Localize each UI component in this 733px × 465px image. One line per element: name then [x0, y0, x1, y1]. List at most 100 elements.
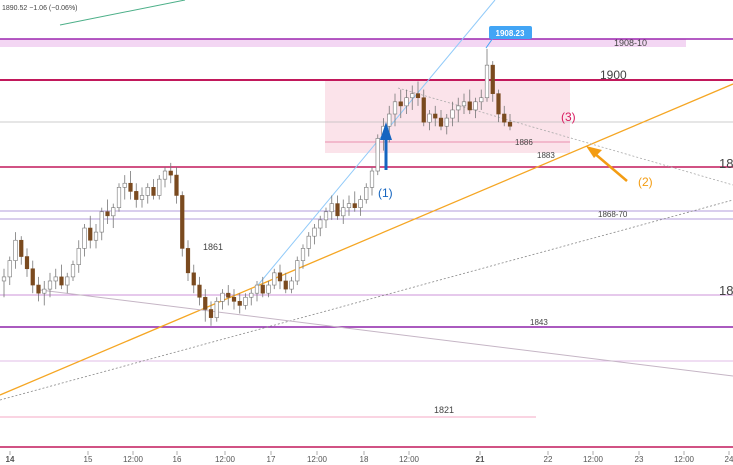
candle-body	[266, 284, 271, 294]
candle-body	[76, 248, 81, 265]
candle-body	[329, 203, 334, 213]
candle-body	[151, 187, 156, 196]
annotations: 1908.23 (1) (2) (3)	[378, 26, 653, 200]
candle-body	[369, 170, 375, 188]
candle-body	[88, 227, 93, 241]
x-tick-label: 23	[635, 455, 644, 464]
symbol-header: 1890.52 −1.06 (−0.06%)	[2, 5, 78, 12]
level-labels: 1908-10 1900 1886 1883 1868-70 1861 1843 1821 18…	[203, 38, 733, 415]
candle-body	[438, 117, 444, 127]
candle-body	[231, 296, 237, 302]
candle-body	[157, 178, 162, 196]
candle-body	[65, 276, 70, 286]
x-tick-label: 12:00	[123, 455, 144, 464]
candle-body	[249, 292, 254, 298]
price-label: 1908-10	[614, 38, 647, 48]
candle-body	[484, 64, 490, 99]
candle-body	[277, 272, 283, 282]
candle-body	[99, 211, 104, 233]
candle-body	[220, 292, 225, 302]
trendline-dashed-lower	[0, 199, 733, 401]
price-label: 1900	[600, 68, 627, 82]
candle-body	[111, 207, 116, 217]
candle-body	[392, 101, 398, 115]
x-tick-label: 18	[360, 455, 369, 464]
candle-body	[162, 170, 168, 180]
candle-body	[283, 280, 288, 290]
price-label: 1868-70	[598, 210, 628, 219]
price-label: 1886	[515, 138, 533, 147]
candle-body	[82, 227, 87, 249]
x-tick-label: 14	[6, 455, 15, 464]
resistance-band-1908	[0, 39, 686, 47]
candle-body	[180, 195, 185, 249]
candle-body	[53, 276, 58, 282]
candle-body	[122, 182, 127, 188]
candle-body	[289, 280, 294, 290]
price-label: 1821	[434, 405, 454, 415]
candle-body	[410, 93, 415, 99]
candle-body	[398, 101, 403, 107]
candle-body	[237, 301, 242, 306]
candle-body	[496, 93, 501, 115]
consolidation-box	[325, 80, 570, 153]
candle-body	[444, 117, 449, 127]
candle-body	[306, 235, 311, 249]
candle-body	[24, 256, 30, 270]
candle-body	[461, 101, 467, 107]
candle-body	[490, 64, 495, 94]
annotation-3: (3)	[561, 110, 576, 124]
price-label: 1883	[537, 151, 555, 160]
candle-body	[1, 276, 7, 282]
candle-body	[295, 260, 300, 282]
right-edge-price-label: 18	[719, 156, 733, 171]
candles	[1, 48, 513, 326]
candle-body	[128, 182, 133, 192]
candle-body	[375, 138, 380, 172]
band-layer	[0, 39, 686, 153]
x-tick-label: 12:00	[583, 455, 604, 464]
candle-body	[214, 301, 219, 318]
candle-body	[226, 292, 231, 298]
candle-body	[341, 207, 346, 217]
trendline-green	[59, 0, 186, 26]
candle-body	[507, 121, 513, 127]
x-tick-label: 24	[725, 455, 733, 464]
x-tick-label: 17	[267, 455, 276, 464]
candle-body	[364, 187, 369, 200]
candle-body	[197, 284, 202, 298]
candle-body	[70, 264, 76, 278]
candle-body	[312, 227, 317, 237]
candle-body	[335, 203, 340, 217]
horizontal-levels	[0, 38, 733, 448]
candle-body	[427, 113, 432, 123]
candle-body	[456, 105, 461, 111]
candle-body	[105, 211, 110, 217]
candle-body	[502, 113, 507, 123]
candle-body	[30, 268, 35, 286]
candle-body	[191, 272, 196, 286]
candle-body	[433, 113, 438, 119]
annotation-1: (1)	[378, 186, 393, 200]
candle-body	[139, 195, 145, 200]
candle-body	[7, 260, 12, 278]
candle-body	[387, 113, 392, 127]
candle-body	[323, 211, 329, 221]
candle-body	[260, 284, 265, 294]
x-tick-label: 16	[173, 455, 182, 464]
trendline-orange	[0, 83, 733, 396]
candle-body	[185, 248, 191, 274]
x-tick-label: 15	[84, 455, 93, 464]
x-axis: 14 15 12:00 16 12:00 17 12:00 18 12:00 21 22 12:00 2…	[6, 451, 733, 464]
candle-body	[300, 248, 306, 261]
candle-body	[243, 296, 248, 306]
candle-body	[346, 203, 352, 208]
candle-body	[42, 288, 47, 294]
x-tick-label: 12:00	[674, 455, 695, 464]
arrow-1-head	[380, 122, 392, 140]
x-tick-label: 12:00	[215, 455, 236, 464]
x-tick-label: 12:00	[307, 455, 328, 464]
candle-body	[450, 109, 455, 119]
candle-body	[467, 101, 472, 111]
